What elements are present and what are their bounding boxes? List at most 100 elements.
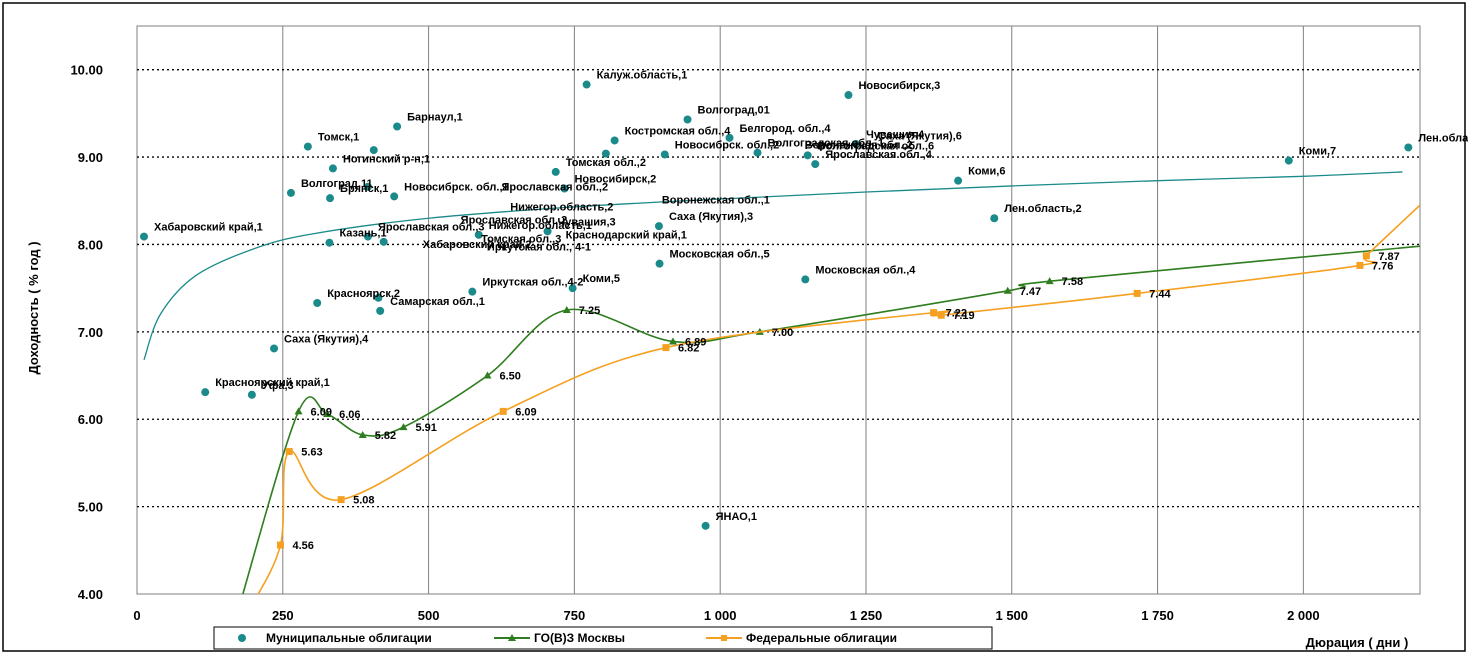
x-tick-label: 2 000	[1287, 608, 1320, 623]
x-tick-label: 0	[133, 608, 140, 623]
data-label: 7.25	[579, 305, 600, 317]
data-point	[393, 122, 402, 131]
data-label: 5.91	[416, 422, 437, 434]
data-point	[358, 430, 367, 438]
x-tick-label: 1 250	[850, 608, 883, 623]
data-point	[844, 91, 853, 100]
point-label: Краснодарский край,1	[566, 229, 687, 241]
y-tick-label: 10.00	[70, 63, 103, 78]
data-point	[276, 541, 284, 549]
data-point	[668, 337, 677, 345]
point-label: Саха (Якутия),6	[878, 131, 962, 143]
data-point	[303, 142, 312, 151]
x-tick-label: 1 750	[1141, 608, 1174, 623]
data-point	[654, 222, 663, 231]
data-point	[655, 259, 664, 268]
data-point	[954, 176, 963, 185]
data-label: 7.19	[953, 310, 974, 322]
legend-label-federal: Федеральные облигации	[746, 631, 897, 645]
data-point	[326, 194, 335, 203]
y-tick-label: 4.00	[78, 587, 103, 602]
data-point	[1404, 143, 1413, 152]
data-point	[1362, 252, 1370, 260]
point-label: Лен.область,2	[1004, 203, 1081, 215]
data-point	[325, 238, 334, 247]
data-point	[543, 227, 552, 236]
data-point	[1356, 261, 1364, 269]
legend-label-moscow: ГО(В)З Москвы	[534, 631, 625, 645]
point-label: Казань,1	[339, 228, 386, 240]
data-point	[474, 230, 483, 239]
legend-marker-federal	[721, 635, 727, 641]
y-tick-label: 5.00	[78, 500, 103, 515]
data-label: 6.89	[685, 336, 706, 348]
data-label: 6.09	[515, 406, 536, 418]
data-point	[660, 150, 669, 159]
point-label: Ярославская обл.,3	[378, 222, 485, 234]
data-label: 7.44	[1149, 288, 1171, 300]
data-point	[285, 448, 293, 456]
point-label: Волгоград,01	[698, 105, 770, 117]
data-point	[1133, 289, 1141, 297]
point-label: Волгоград,11	[301, 178, 373, 190]
series-layer	[139, 80, 1420, 594]
point-label: Лен.область,3	[1418, 132, 1468, 144]
point-label: Ярославская обл.,2	[501, 181, 608, 193]
data-point	[662, 344, 670, 352]
data-point	[937, 311, 945, 319]
data-point	[803, 151, 812, 160]
data-point	[701, 521, 710, 530]
legend-label-municipal: Муниципальные облигации	[266, 631, 432, 645]
data-point	[568, 284, 577, 293]
point-label: Волгоградская обл.,6	[818, 140, 934, 152]
trend-line	[143, 171, 1403, 361]
data-point	[801, 275, 810, 284]
x-tick-label: 500	[418, 608, 440, 623]
data-point	[562, 306, 571, 313]
legend-marker-municipal	[238, 634, 246, 642]
x-axis-title: Дюрация ( дни )	[1306, 635, 1409, 650]
data-label: 6.09	[311, 406, 332, 418]
legend-item-moscow: ГО(В)З Москвы	[494, 631, 625, 645]
data-point	[551, 167, 560, 176]
data-point	[313, 299, 322, 308]
data-label: 7.58	[1062, 276, 1083, 288]
data-point	[390, 192, 399, 201]
x-tick-label: 250	[272, 608, 294, 623]
tick-labels: 0 250 500 750 1 000 1 250 1 500 1 750 2 000 4.00 5…	[70, 63, 1319, 623]
y-tick-label: 6.00	[78, 412, 103, 427]
point-label: Новосибирск,2	[574, 174, 656, 186]
point-label: Волгоградская обл.,1	[768, 138, 884, 150]
point-label: Ногинский р-н,1	[343, 153, 430, 165]
data-label: 6.06	[339, 409, 360, 421]
data-point	[201, 388, 210, 397]
series-line	[242, 245, 1420, 594]
point-label: Калуж.область,1	[597, 70, 688, 82]
point-label: Красноярск,2	[327, 288, 400, 300]
y-tick-label: 9.00	[78, 150, 103, 165]
point-label: Воронежская обл.,1	[662, 194, 770, 206]
data-point	[499, 407, 507, 415]
point-label: Иркутская обл., 4-1	[487, 242, 591, 254]
data-label: 7.76	[1372, 260, 1393, 272]
y-tick-label: 8.00	[78, 237, 103, 252]
point-label: Хабаровский край,1	[154, 222, 263, 234]
point-label: Нижегор.область,1	[489, 220, 592, 232]
data-point	[363, 182, 372, 191]
data-point	[139, 232, 148, 241]
data-label: 6.82	[678, 343, 699, 355]
legend-item-municipal: Муниципальные облигации	[238, 631, 432, 645]
data-point	[399, 423, 408, 431]
point-label: Новосибрск. обл.,2	[675, 139, 779, 151]
legend-box	[213, 626, 993, 650]
data-point	[811, 160, 820, 169]
data-point	[374, 293, 383, 302]
data-point	[337, 496, 345, 504]
point-label: Московская обл.,5	[670, 249, 770, 261]
data-point	[683, 115, 692, 124]
series-line	[257, 204, 1420, 594]
data-label: 4.56	[292, 540, 313, 552]
point-label: Брянск,1	[340, 183, 388, 195]
data-point	[468, 287, 477, 296]
